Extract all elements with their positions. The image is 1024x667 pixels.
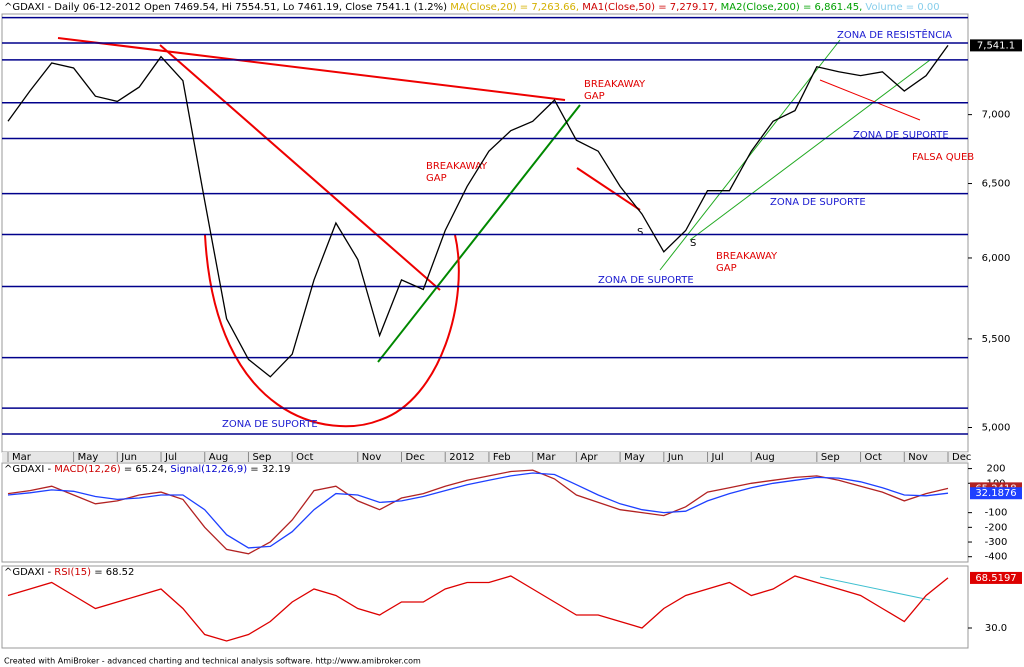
annotation: S [637, 227, 643, 238]
annotation: BREAKAWAY [584, 79, 646, 90]
x-tick-label: Mar [12, 452, 32, 463]
x-tick-label: Sep [821, 452, 840, 463]
macd-panel [1, 462, 969, 563]
x-tick-label: Sep [252, 452, 271, 463]
header-part: Volume = 0.00 [862, 2, 939, 13]
trend-line [57, 37, 566, 101]
x-tick-label: May [78, 452, 99, 463]
x-tick-label: Dec [952, 452, 971, 463]
header-part: MACD(12,26) [54, 464, 121, 475]
annotation: ZONA DE SUPORTE [598, 275, 694, 286]
date-axis [2, 452, 968, 462]
y-tick-label: -200 [985, 522, 1008, 533]
header-part: MA1(Close,50) = 7,279.17, [579, 2, 717, 13]
x-tick-label: 2012 [449, 452, 474, 463]
y-tick-label: 7,000 [982, 110, 1011, 121]
last-value-box [970, 487, 1022, 500]
x-tick-label: Jul [711, 452, 724, 463]
series-line [7, 469, 949, 555]
annotation: BREAKAWAY [716, 251, 778, 262]
last-value-box [970, 571, 1022, 584]
x-tick-label: May [624, 452, 645, 463]
x-tick-label: Jun [120, 452, 137, 463]
price-panel [1, 13, 969, 453]
x-tick-label: Apr [580, 452, 598, 463]
header-part: ^GDAXI - [4, 464, 54, 475]
y-tick-label: 30.0 [985, 623, 1007, 634]
header-part: MA2(Close,200) = 6,861.45, [717, 2, 862, 13]
header-part: MA(Close,20) = 7,263.66, [447, 2, 579, 13]
header-part: = 65.24, [121, 464, 171, 475]
series-line [7, 472, 949, 549]
annotation: ZONA DE SUPORTE [222, 419, 318, 430]
x-tick-label: Oct [865, 452, 882, 463]
header-part: = 32.19 [247, 464, 290, 475]
x-tick-label: Mar [537, 452, 557, 463]
annotation: FALSA QUEB [912, 152, 974, 163]
panel-header: ^GDAXI - MACD(12,26) = 65.24, Signal(12,… [4, 464, 290, 475]
header-part: Signal(12,26,9) [170, 464, 247, 475]
x-tick-label: Feb [493, 452, 511, 463]
last-value-label: 7,541.1 [977, 40, 1015, 51]
series-line [7, 45, 949, 378]
annotation: ZONA DE SUPORTE [770, 197, 866, 208]
annotation: BREAKAWAY [426, 161, 488, 172]
y-tick-label: -300 [985, 537, 1008, 548]
last-value-label: 68.5197 [975, 573, 1016, 584]
header-part: = 68.52 [91, 567, 134, 578]
annotation: GAP [426, 173, 447, 184]
channel-line [659, 39, 841, 271]
panel-header: ^GDAXI - RSI(15) = 68.52 [4, 567, 134, 578]
x-tick-label: Dec [405, 452, 424, 463]
rsi-trend-line [819, 576, 931, 601]
panel-header: ^GDAXI - Daily 06-12-2012 Open 7469.54, … [4, 2, 940, 13]
x-tick-label: Nov [362, 452, 382, 463]
y-tick-label: 5,500 [982, 334, 1011, 345]
x-tick-label: Jun [667, 452, 684, 463]
y-tick-label: 6,000 [982, 253, 1011, 264]
last-value-label: 32.1876 [975, 488, 1016, 499]
trend-lines [57, 37, 931, 601]
y-tick-label: -400 [985, 552, 1008, 563]
y-tick-label: 200 [986, 464, 1005, 475]
header-part: ^GDAXI - [4, 567, 54, 578]
header-part: ^GDAXI - Daily 06-12-2012 Open 7469.54, … [4, 2, 447, 13]
y-tick-label: 6,500 [982, 179, 1011, 190]
rsi-panel [1, 565, 969, 649]
trend-line [819, 79, 921, 121]
annotation: S [690, 238, 696, 249]
annotation: ZONA DE SUPORTE [853, 130, 949, 141]
channel-line [689, 59, 931, 241]
footer: Created with AmiBroker - advanced charti… [4, 657, 421, 666]
x-tick-label: Aug [755, 452, 775, 463]
annotation: ZONA DE RESISTÊNCIA [837, 28, 952, 41]
annotation: GAP [716, 263, 737, 274]
x-tick-label: Aug [209, 452, 229, 463]
x-tick-label: Nov [908, 452, 928, 463]
trend-line [576, 167, 641, 211]
series-line [7, 575, 949, 642]
last-value-box [970, 39, 1022, 52]
y-tick-label: 5,000 [982, 423, 1011, 434]
annotation: GAP [584, 91, 605, 102]
trend-line [159, 44, 441, 291]
x-tick-label: Jul [164, 452, 177, 463]
x-tick-label: Oct [296, 452, 313, 463]
trend-line [377, 104, 581, 363]
header-part: RSI(15) [54, 567, 91, 578]
y-tick-label: -100 [985, 508, 1008, 519]
